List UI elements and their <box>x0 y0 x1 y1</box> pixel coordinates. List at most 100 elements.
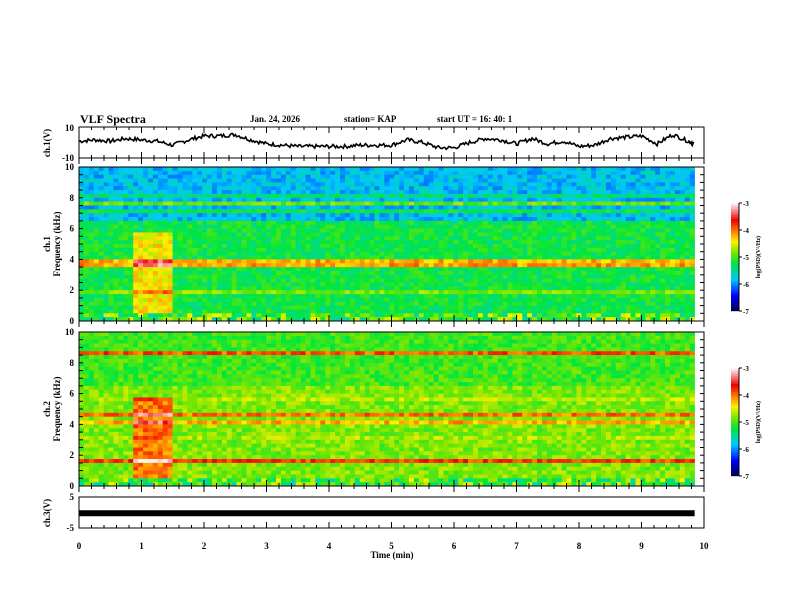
spectrogram-cell <box>79 213 85 218</box>
spectrogram-cell <box>635 290 641 295</box>
spectrogram-cell <box>645 294 651 299</box>
spectrogram-cell <box>507 274 513 279</box>
spectrogram-cell <box>537 270 543 276</box>
spectrogram-cell <box>601 224 607 229</box>
spectrogram-cell <box>551 305 558 310</box>
spectrogram-cell <box>679 309 686 314</box>
spectrogram-cell <box>512 270 518 276</box>
spectrogram-cell <box>147 247 154 252</box>
spectrogram-cell <box>364 251 370 256</box>
spectrogram-cell <box>448 174 454 179</box>
spectrogram-cell <box>113 251 119 256</box>
spectrogram-cell <box>211 197 218 202</box>
spectrogram-cell <box>133 228 139 233</box>
spectrogram-cell <box>556 209 562 214</box>
spectrogram-cell <box>615 167 622 172</box>
spectrogram-cell <box>665 301 671 306</box>
spectrogram-cell <box>433 294 439 299</box>
spectrogram-cell <box>507 224 513 229</box>
spectrogram-cell <box>428 182 434 187</box>
spectrogram-cell <box>241 244 247 249</box>
spectrogram-cell <box>236 236 242 241</box>
spectrogram-cell <box>438 309 444 314</box>
spectrogram-cell <box>246 313 252 318</box>
spectrogram-cell <box>650 251 656 256</box>
spectrogram-cell <box>157 193 164 199</box>
spectrogram-cell <box>453 240 459 245</box>
spectrogram-cell <box>295 270 301 276</box>
spectrogram-cell <box>369 220 375 226</box>
spectrogram-cell <box>384 217 390 222</box>
spectrogram-cell <box>655 228 661 233</box>
spectrogram-cell <box>300 205 306 210</box>
spectrogram-cell <box>684 282 690 287</box>
spectrogram-cell <box>83 251 90 256</box>
spectrogram-cell <box>492 305 498 310</box>
spectrogram-cell <box>335 170 341 175</box>
spectrogram-cell <box>374 301 380 306</box>
spectrogram-cell <box>532 228 538 233</box>
spectrogram-cell <box>473 236 479 241</box>
spectrogram-cell <box>207 263 213 268</box>
spectrogram-cell <box>325 209 331 214</box>
spectrogram-cell <box>271 267 277 272</box>
spectrogram-cell <box>325 270 331 276</box>
spectrogram-cell <box>290 217 296 222</box>
spectrogram-cell <box>108 305 114 310</box>
spectrogram-cell <box>689 167 695 172</box>
spectrogram-cell <box>482 201 489 206</box>
spectrogram-cell <box>443 220 449 226</box>
spectrogram-cell <box>152 259 159 264</box>
spectrogram-cell <box>684 213 690 218</box>
spectrogram-cell <box>497 290 503 295</box>
spectrogram-cell <box>635 232 641 237</box>
spectrogram-cell <box>566 228 572 233</box>
spectrogram-cell <box>541 282 548 287</box>
spectrogram-cell <box>576 228 582 233</box>
spectrogram-cell <box>679 217 686 222</box>
spectrogram-cell <box>197 193 203 199</box>
spectrogram-cell <box>133 232 139 237</box>
spectrogram-cell <box>128 251 134 256</box>
spectrogram-cell <box>507 251 513 256</box>
spectrogram-cell <box>571 244 577 249</box>
spectrogram-cell <box>88 255 95 260</box>
spectrogram-cell <box>522 217 528 222</box>
spectrogram-cell <box>276 217 282 222</box>
spectrogram-cell <box>271 217 277 222</box>
spectrogram-cell <box>438 290 444 295</box>
spectrogram-cell <box>473 309 479 314</box>
spectrogram-cell <box>502 236 508 241</box>
spectrogram-cell <box>428 178 434 183</box>
spectrogram-cell <box>620 251 626 256</box>
spectrogram-cell <box>261 313 267 318</box>
spectrogram-cell <box>660 224 666 229</box>
spectrogram-cell <box>610 294 617 299</box>
spectrogram-cell <box>423 305 429 310</box>
spectrogram-cell <box>463 294 469 299</box>
spectrogram-cell <box>172 167 178 172</box>
spectrogram-cell <box>586 205 592 210</box>
spectrogram-cell <box>684 286 690 291</box>
spectrogram-cell <box>660 294 666 299</box>
spectrogram-cell <box>300 247 306 252</box>
spectrogram-cell <box>211 309 218 314</box>
spectrogram-cell <box>433 263 439 268</box>
spectrogram-cell <box>689 190 695 195</box>
spectrogram-cell <box>625 224 631 229</box>
spectrogram-cell <box>197 167 203 172</box>
spectrogram-cell <box>118 274 124 279</box>
spectrogram-cell <box>113 167 119 172</box>
spectrogram-cell <box>502 167 508 172</box>
spectrogram-cell <box>546 286 553 291</box>
spectrogram-cell <box>123 305 129 310</box>
spectrogram-cell <box>384 305 390 310</box>
spectrogram-cell <box>271 270 277 276</box>
spectrogram-cell <box>147 170 154 175</box>
spectrogram-cell <box>561 232 567 237</box>
spectrogram-cell <box>625 232 631 237</box>
spectrogram-cell <box>689 270 695 276</box>
spectrogram-cell <box>241 193 247 199</box>
spectrogram-cell <box>650 297 656 303</box>
spectrogram-cell <box>167 236 173 241</box>
